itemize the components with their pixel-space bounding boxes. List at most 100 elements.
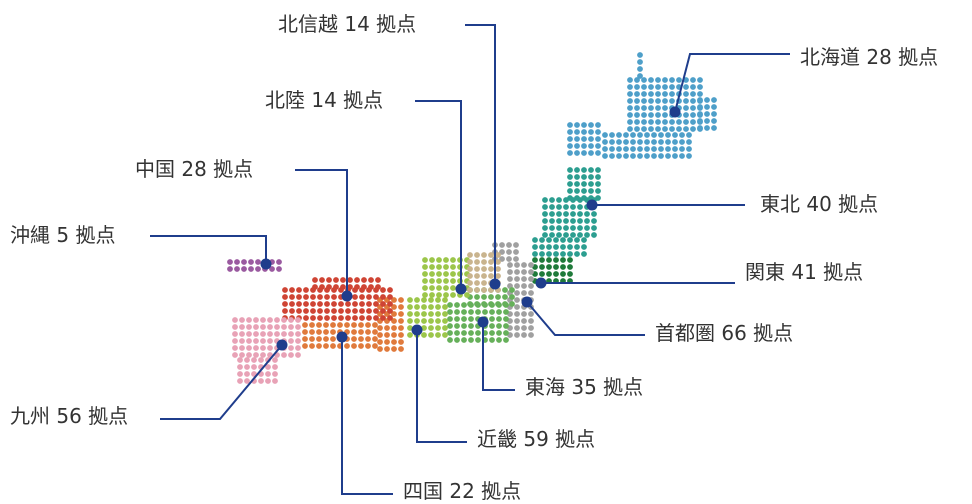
map-dot — [461, 337, 467, 343]
map-dot — [435, 304, 441, 310]
map-dot — [546, 244, 552, 250]
map-dot — [267, 331, 273, 337]
map-dot — [567, 136, 573, 142]
map-dot — [570, 225, 576, 231]
map-dot — [690, 119, 696, 125]
map-dot — [337, 322, 343, 328]
map-dot — [317, 301, 323, 307]
map-dot — [289, 287, 295, 293]
map-dot — [609, 132, 615, 138]
map-dot — [683, 119, 689, 125]
map-dot — [679, 139, 685, 145]
map-dot — [669, 77, 675, 83]
label-kyushu: 九州 56 拠点 — [10, 404, 128, 428]
map-dot — [591, 225, 597, 231]
map-dot — [467, 287, 473, 293]
map-dot — [514, 325, 520, 331]
map-dot — [513, 249, 519, 255]
map-dot — [414, 297, 420, 303]
map-dot — [450, 285, 456, 291]
map-dot — [655, 77, 661, 83]
map-dot — [289, 308, 295, 314]
map-dot — [521, 311, 527, 317]
map-dot — [686, 146, 692, 152]
map-dot — [499, 249, 505, 255]
map-dot — [436, 278, 442, 284]
map-dot — [686, 139, 692, 145]
map-dot — [672, 132, 678, 138]
map-dot — [514, 262, 520, 268]
map-dot — [421, 318, 427, 324]
map-dot — [499, 242, 505, 248]
map-dot — [447, 323, 453, 329]
map-dot — [514, 304, 520, 310]
map-dot — [502, 287, 508, 293]
map-dot — [588, 174, 594, 180]
map-dot — [532, 237, 538, 243]
map-dot — [644, 153, 650, 159]
map-dot — [282, 294, 288, 300]
map-dot — [246, 331, 252, 337]
map-dot — [539, 264, 545, 270]
map-dot — [239, 317, 245, 323]
map-dot — [447, 337, 453, 343]
map-dot — [528, 318, 534, 324]
map-dot — [584, 232, 590, 238]
map-dot — [260, 331, 266, 337]
leader-hokushinetsu — [465, 24, 496, 284]
map-dot — [496, 309, 502, 315]
map-dot — [627, 84, 633, 90]
map-dot — [265, 378, 271, 384]
map-dot — [560, 237, 566, 243]
map-dot — [436, 257, 442, 263]
map-dot — [447, 302, 453, 308]
map-dot — [549, 232, 555, 238]
label-shikoku: 四国 22 拠点 — [403, 479, 521, 503]
map-dot — [591, 211, 597, 217]
map-dot — [282, 287, 288, 293]
map-dot — [704, 104, 710, 110]
map-dot — [366, 301, 372, 307]
map-dot — [435, 311, 441, 317]
map-dot — [246, 338, 252, 344]
map-dot — [260, 345, 266, 351]
map-dot — [352, 301, 358, 307]
map-dot — [560, 264, 566, 270]
map-dot — [442, 325, 448, 331]
map-dot — [248, 259, 254, 265]
map-dot — [553, 264, 559, 270]
map-dot — [648, 112, 654, 118]
map-dot — [627, 77, 633, 83]
map-dot — [577, 197, 583, 203]
map-dot — [365, 343, 371, 349]
map-dot — [450, 292, 456, 298]
map-dot — [644, 146, 650, 152]
map-dot — [574, 174, 580, 180]
map-dot — [414, 318, 420, 324]
map-dot — [429, 271, 435, 277]
map-dot — [503, 309, 509, 315]
map-dot — [333, 277, 339, 283]
map-dot — [435, 325, 441, 331]
map-dot — [539, 271, 545, 277]
map-dot — [352, 294, 358, 300]
map-dot — [658, 132, 664, 138]
map-dot — [296, 294, 302, 300]
map-dot — [503, 323, 509, 329]
map-dot — [514, 297, 520, 303]
map-dot — [496, 330, 502, 336]
map-dot — [377, 339, 383, 345]
map-dot — [359, 308, 365, 314]
map-dot — [358, 329, 364, 335]
map-dot — [644, 132, 650, 138]
map-dot — [373, 301, 379, 307]
map-dot — [655, 112, 661, 118]
map-dot — [521, 318, 527, 324]
map-dot — [704, 118, 710, 124]
map-dot — [595, 167, 601, 173]
map-dot — [495, 266, 501, 272]
map-dot — [354, 284, 360, 290]
map-dot — [391, 339, 397, 345]
label-hokuriku: 北陸 14 拠点 — [265, 88, 383, 112]
map-dot — [588, 167, 594, 173]
